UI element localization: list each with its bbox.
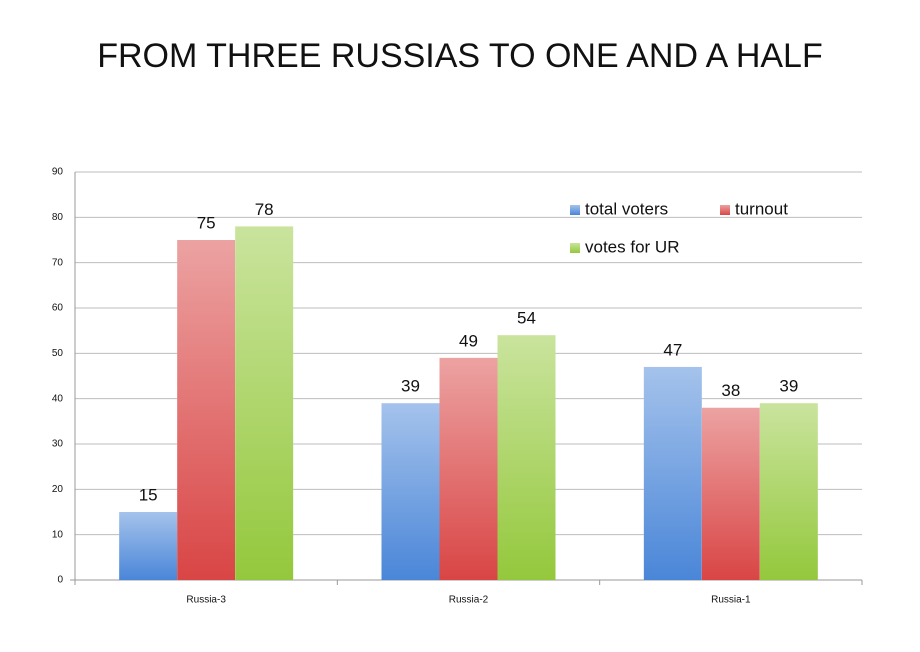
legend-swatch bbox=[570, 243, 580, 253]
data-label: 49 bbox=[459, 331, 478, 350]
y-tick-label: 50 bbox=[52, 348, 64, 359]
data-label: 39 bbox=[779, 377, 798, 396]
legend-swatch bbox=[570, 205, 580, 215]
bar bbox=[759, 403, 818, 580]
y-tick-label: 10 bbox=[52, 529, 64, 540]
data-label: 39 bbox=[401, 377, 420, 396]
bar bbox=[177, 240, 236, 580]
bar bbox=[643, 366, 702, 580]
data-label: 75 bbox=[197, 213, 216, 232]
x-tick-label: Russia-1 bbox=[711, 595, 751, 606]
y-tick-label: 40 bbox=[52, 393, 64, 404]
legend-swatch bbox=[720, 205, 730, 215]
legend-label: total voters bbox=[585, 199, 668, 218]
data-label: 38 bbox=[721, 381, 740, 400]
y-tick-label: 20 bbox=[52, 484, 64, 495]
data-label: 78 bbox=[255, 200, 274, 219]
y-tick-label: 30 bbox=[52, 439, 64, 450]
y-tick-label: 80 bbox=[52, 212, 64, 223]
bar bbox=[439, 357, 498, 580]
bar bbox=[701, 407, 760, 580]
chart-title: FROM THREE RUSSIAS TO ONE AND A HALF bbox=[97, 37, 823, 75]
data-label: 54 bbox=[517, 309, 536, 328]
legend-label: turnout bbox=[735, 199, 788, 218]
bar bbox=[235, 226, 294, 580]
legend-label: votes for UR bbox=[585, 237, 679, 256]
y-tick-label: 0 bbox=[57, 575, 63, 586]
bar bbox=[381, 403, 440, 580]
y-tick-label: 60 bbox=[52, 303, 64, 314]
bar bbox=[497, 335, 556, 580]
y-tick-label: 70 bbox=[52, 257, 64, 268]
x-tick-label: Russia-2 bbox=[449, 595, 489, 606]
bar bbox=[119, 512, 178, 580]
y-tick-label: 90 bbox=[52, 167, 64, 178]
x-tick-label: Russia-3 bbox=[186, 595, 226, 606]
data-label: 15 bbox=[139, 485, 158, 504]
data-label: 47 bbox=[663, 340, 682, 359]
